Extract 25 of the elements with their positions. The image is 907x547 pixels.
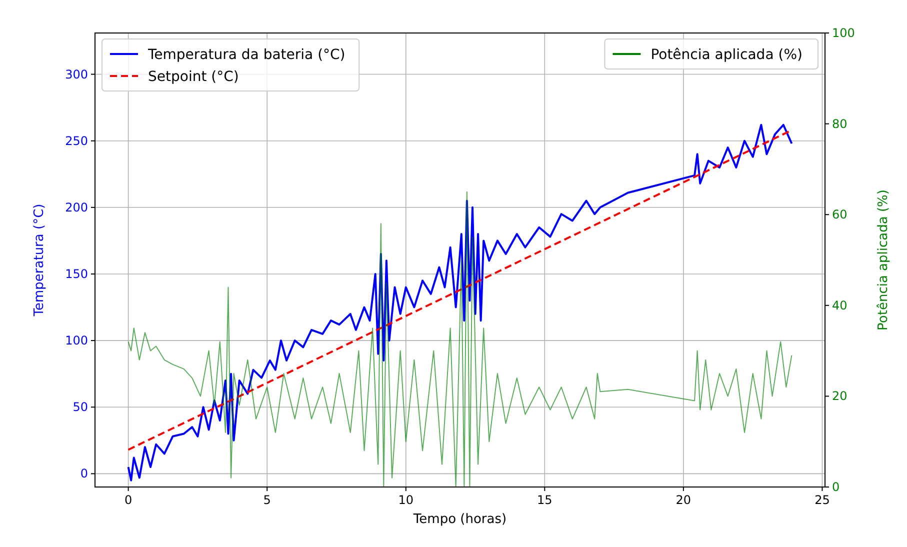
y-tick-label: 0 (80, 466, 88, 481)
x-tick-label: 15 (537, 493, 552, 507)
y2-tick-label: 80 (832, 116, 848, 131)
y-tick-label: 150 (65, 266, 88, 281)
x-tick-label: 25 (814, 493, 830, 507)
legend-label: Temperatura da bateria (°C) (147, 47, 346, 63)
y2-axis-title: Potência aplicada (%) (876, 190, 891, 330)
x-tick-label: 10 (398, 493, 414, 507)
y-tick-label: 200 (65, 200, 88, 214)
y2-tick-label: 20 (832, 389, 848, 404)
y-tick-label: 100 (65, 334, 88, 348)
legend-label: Potência aplicada (%) (650, 47, 802, 63)
y2-tick-label: 40 (832, 298, 848, 312)
y-tick-label: 300 (65, 67, 88, 82)
y2-tick-label: 100 (832, 26, 855, 40)
y-tick-label: 50 (72, 400, 88, 414)
legend-label: Setpoint (°C) (148, 69, 239, 85)
x-axis-title: Tempo (horas) (412, 512, 507, 527)
y2-tick-label: 60 (832, 208, 848, 222)
y-tick-label: 250 (65, 134, 88, 148)
x-tick-label: 20 (676, 493, 692, 507)
x-tick-label: 5 (263, 493, 271, 507)
y-axis-title: Temperatura (°C) (32, 204, 47, 318)
x-tick-label: 0 (124, 493, 132, 507)
y2-tick-label: 0 (832, 480, 840, 494)
